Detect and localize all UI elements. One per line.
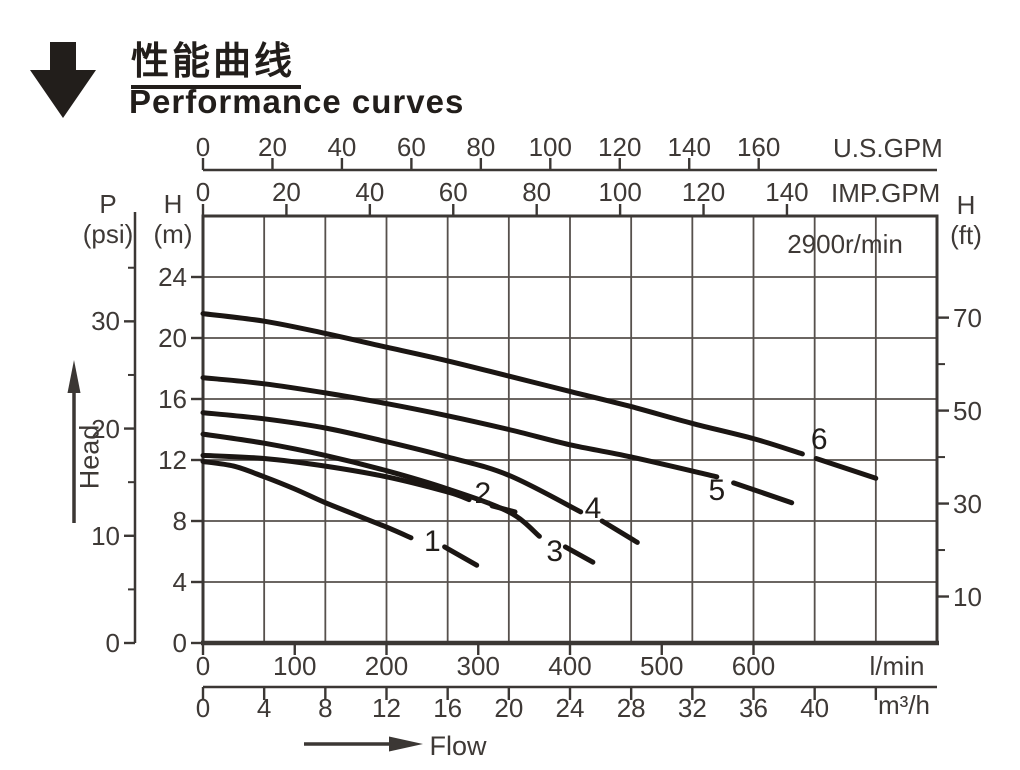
- tick-m-12: 12: [158, 445, 187, 475]
- tick-usgpm-20: 20: [257, 132, 287, 162]
- tick-psi-0: 0: [105, 628, 120, 658]
- curve-label-4: 4: [584, 491, 602, 525]
- tick-m-8: 8: [172, 506, 187, 536]
- tick-lmin-600: 600: [731, 651, 776, 681]
- tick-usgpm-160: 160: [736, 132, 781, 162]
- tick-ft-50: 50: [953, 395, 982, 426]
- page-title-chinese: 性能曲线: [131, 40, 302, 89]
- tick-lmin-200: 200: [364, 651, 409, 681]
- y-axis-title-ft: H (ft): [940, 190, 992, 250]
- tick-usgpm-0: 0: [195, 132, 211, 162]
- tick-usgpm-100: 100: [528, 132, 572, 162]
- m-axis-unit: (m): [153, 219, 193, 249]
- tick-lmin-400: 400: [548, 651, 592, 681]
- curve-label-3: 3: [546, 534, 564, 568]
- tick-psi-10: 10: [91, 520, 120, 551]
- ft-axis-letter: H: [956, 190, 976, 220]
- tick-m3h-24: 24: [555, 693, 585, 723]
- tick-impgpm-100: 100: [598, 177, 642, 207]
- curve-label-2: 2: [474, 476, 492, 510]
- tick-ft-10: 10: [953, 581, 982, 612]
- tick-m3h-8: 8: [318, 693, 333, 723]
- tick-impgpm-60: 60: [438, 177, 468, 207]
- tick-ft-30: 30: [953, 488, 982, 519]
- tick-impgpm-140: 140: [765, 177, 809, 207]
- x-axis-title-usgpm: U.S.GPM: [833, 133, 943, 163]
- tick-m-4: 4: [172, 567, 187, 597]
- tick-m3h-12: 12: [372, 693, 401, 723]
- tick-m-16: 16: [158, 384, 187, 414]
- tick-psi-30: 30: [91, 306, 120, 337]
- tick-impgpm-40: 40: [355, 177, 385, 207]
- y-axis-title-m: H (m): [146, 189, 200, 249]
- x-axis-title-impgpm: IMP.GPM: [831, 178, 941, 208]
- tick-m3h-28: 28: [616, 693, 646, 723]
- tick-ft-70: 70: [953, 302, 982, 333]
- tick-usgpm-40: 40: [327, 132, 357, 162]
- tick-impgpm-80: 80: [522, 177, 552, 207]
- tick-m3h-16: 16: [433, 693, 463, 723]
- tick-lmin-300: 300: [456, 651, 500, 681]
- tick-psi-20: 20: [91, 413, 120, 444]
- tick-usgpm-120: 120: [598, 132, 642, 162]
- rpm-annotation: 2900r/min: [787, 229, 903, 259]
- tick-m3h-0: 0: [195, 693, 211, 723]
- tick-m3h-36: 36: [739, 693, 768, 723]
- x-axis-title-lmin: l/min: [869, 651, 925, 681]
- m-axis-letter: H: [163, 189, 183, 219]
- y-axis-title-psi: P (psi): [82, 189, 134, 249]
- tick-m-20: 20: [158, 323, 187, 353]
- tick-lmin-100: 100: [273, 651, 317, 681]
- tick-m-0: 0: [172, 628, 187, 658]
- tick-m3h-20: 20: [494, 693, 524, 723]
- tick-impgpm-120: 120: [681, 177, 726, 207]
- curve-label-6: 6: [810, 423, 828, 457]
- ft-axis-unit: (ft): [950, 220, 982, 250]
- tick-usgpm-140: 140: [667, 132, 711, 162]
- tick-impgpm-0: 0: [195, 177, 211, 207]
- flow-axis-caption: Flow: [429, 731, 487, 761]
- tick-m3h-40: 40: [800, 693, 830, 723]
- curve-label-1: 1: [424, 525, 441, 559]
- page-title-english: Performance curves: [129, 83, 465, 120]
- tick-impgpm-20: 20: [271, 177, 301, 207]
- tick-m3h-32: 32: [677, 693, 707, 723]
- tick-lmin-500: 500: [640, 651, 684, 681]
- tick-m-24: 24: [158, 262, 187, 292]
- curve-label-5: 5: [708, 473, 726, 507]
- psi-axis-unit: (psi): [82, 219, 134, 249]
- tick-m3h-4: 4: [256, 693, 272, 723]
- tick-lmin-0: 0: [195, 651, 211, 681]
- tick-usgpm-60: 60: [396, 132, 426, 162]
- down-arrow-icon: [30, 42, 96, 118]
- x-axis-title-m3h: m³/h: [878, 690, 930, 720]
- tick-usgpm-80: 80: [466, 132, 496, 162]
- psi-axis-letter: P: [99, 189, 117, 219]
